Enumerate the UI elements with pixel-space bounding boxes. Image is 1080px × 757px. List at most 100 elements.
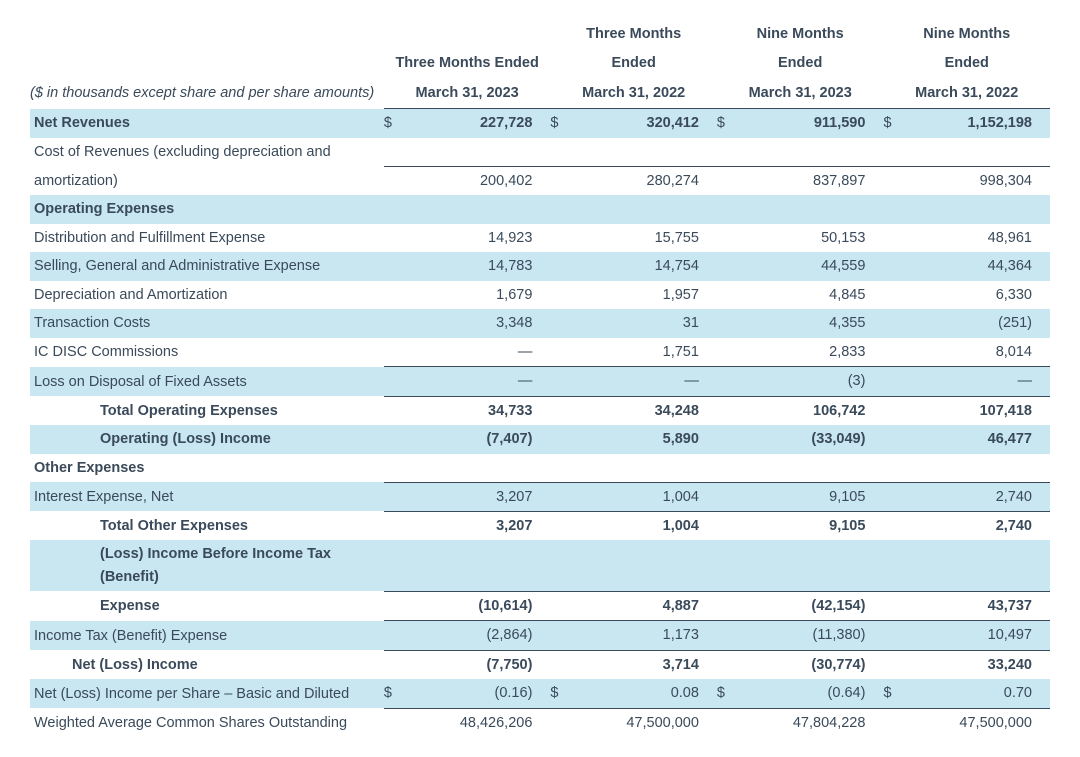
currency-symbol <box>883 425 914 453</box>
col-header: March 31, 2022 <box>883 79 1050 109</box>
cell-value: (42,154) <box>748 591 883 620</box>
currency-symbol <box>883 621 914 650</box>
table-row: Cost of Revenues (excluding depreciation… <box>30 138 1050 166</box>
currency-symbol <box>384 591 415 620</box>
col-header: Three Months Ended <box>384 49 551 78</box>
currency-symbol: $ <box>883 109 914 138</box>
cell-value <box>415 454 550 482</box>
row-label: Income Tax (Benefit) Expense <box>30 621 384 650</box>
cell-value: (30,774) <box>748 650 883 679</box>
cell-value: (3) <box>748 367 883 396</box>
table-row: Selling, General and Administrative Expe… <box>30 252 1050 280</box>
row-label: IC DISC Commissions <box>30 338 384 367</box>
header-row-3: ($ in thousands except share and per sha… <box>30 79 1050 109</box>
currency-symbol: $ <box>717 679 748 708</box>
currency-symbol <box>717 396 748 425</box>
cell-value: (2,864) <box>415 621 550 650</box>
currency-symbol <box>384 540 415 591</box>
currency-symbol <box>550 252 581 280</box>
currency-symbol <box>717 309 748 337</box>
currency-symbol <box>550 396 581 425</box>
cell-value: 3,207 <box>415 511 550 540</box>
cell-value: (33,049) <box>748 425 883 453</box>
cell-value: 47,804,228 <box>748 708 883 737</box>
cell-value: 1,004 <box>582 511 717 540</box>
currency-symbol <box>384 621 415 650</box>
table-body: Net Revenues$227,728$320,412$911,590$1,1… <box>30 109 1050 737</box>
cell-value: 2,740 <box>915 511 1050 540</box>
currency-symbol <box>883 708 914 737</box>
currency-symbol <box>550 281 581 309</box>
cell-value: 34,248 <box>582 396 717 425</box>
currency-symbol <box>883 367 914 396</box>
currency-symbol <box>883 482 914 511</box>
cell-value: 106,742 <box>748 396 883 425</box>
cell-value: — <box>582 367 717 396</box>
currency-symbol <box>384 252 415 280</box>
cell-value <box>415 195 550 223</box>
cell-value: 48,961 <box>915 224 1050 252</box>
currency-symbol <box>717 425 748 453</box>
cell-value: 998,304 <box>915 166 1050 195</box>
cell-value <box>415 540 550 591</box>
cell-value <box>748 138 883 166</box>
currency-symbol <box>883 454 914 482</box>
row-label: Interest Expense, Net <box>30 482 384 511</box>
currency-symbol <box>550 338 581 367</box>
currency-symbol <box>550 511 581 540</box>
cell-value: 107,418 <box>915 396 1050 425</box>
currency-symbol <box>883 309 914 337</box>
cell-value: 14,923 <box>415 224 550 252</box>
col-header: March 31, 2023 <box>717 79 884 109</box>
currency-symbol <box>550 138 581 166</box>
table-row: amortization)200,402280,274837,897998,30… <box>30 166 1050 195</box>
cell-value: (10,614) <box>415 591 550 620</box>
currency-symbol <box>717 454 748 482</box>
currency-symbol <box>384 281 415 309</box>
cell-value: 4,887 <box>582 591 717 620</box>
table-row: Net Revenues$227,728$320,412$911,590$1,1… <box>30 109 1050 138</box>
row-label: Expense <box>30 591 384 620</box>
cell-value: 3,207 <box>415 482 550 511</box>
table-row: Expense (10,614) 4,887 (42,154) 43,737 <box>30 591 1050 620</box>
cell-value: 1,152,198 <box>915 109 1050 138</box>
currency-symbol <box>883 138 914 166</box>
cell-value <box>915 138 1050 166</box>
cell-value: 15,755 <box>582 224 717 252</box>
currency-symbol <box>883 252 914 280</box>
currency-symbol <box>550 482 581 511</box>
currency-symbol <box>550 621 581 650</box>
cell-value: — <box>415 338 550 367</box>
cell-value: 34,733 <box>415 396 550 425</box>
currency-symbol: $ <box>717 109 748 138</box>
currency-symbol <box>883 195 914 223</box>
row-label: (Loss) Income Before Income Tax (Benefit… <box>30 540 384 591</box>
table-row: Net (Loss) Income per Share – Basic and … <box>30 679 1050 708</box>
cell-value <box>748 195 883 223</box>
table-row: Income Tax (Benefit) Expense(2,864)1,173… <box>30 621 1050 650</box>
currency-symbol <box>384 367 415 396</box>
cell-value: 43,737 <box>915 591 1050 620</box>
currency-symbol <box>550 166 581 195</box>
cell-value: 3,348 <box>415 309 550 337</box>
currency-symbol <box>883 166 914 195</box>
cell-value <box>582 138 717 166</box>
cell-value: 280,274 <box>582 166 717 195</box>
currency-symbol <box>717 281 748 309</box>
cell-value: 200,402 <box>415 166 550 195</box>
currency-symbol <box>717 708 748 737</box>
cell-value: 8,014 <box>915 338 1050 367</box>
currency-symbol <box>717 338 748 367</box>
table-row: Net (Loss) Income(7,750)3,714(30,774)33,… <box>30 650 1050 679</box>
currency-symbol: $ <box>550 109 581 138</box>
cell-value <box>748 540 883 591</box>
header-row-1: Three Months Nine Months Nine Months <box>30 20 1050 49</box>
currency-symbol <box>717 621 748 650</box>
col-header: Ended <box>717 49 884 78</box>
currency-symbol <box>384 650 415 679</box>
cell-value: 14,783 <box>415 252 550 280</box>
cell-value <box>582 195 717 223</box>
row-label: Net (Loss) Income per Share – Basic and … <box>30 679 384 708</box>
cell-value: 31 <box>582 309 717 337</box>
cell-value: 47,500,000 <box>915 708 1050 737</box>
